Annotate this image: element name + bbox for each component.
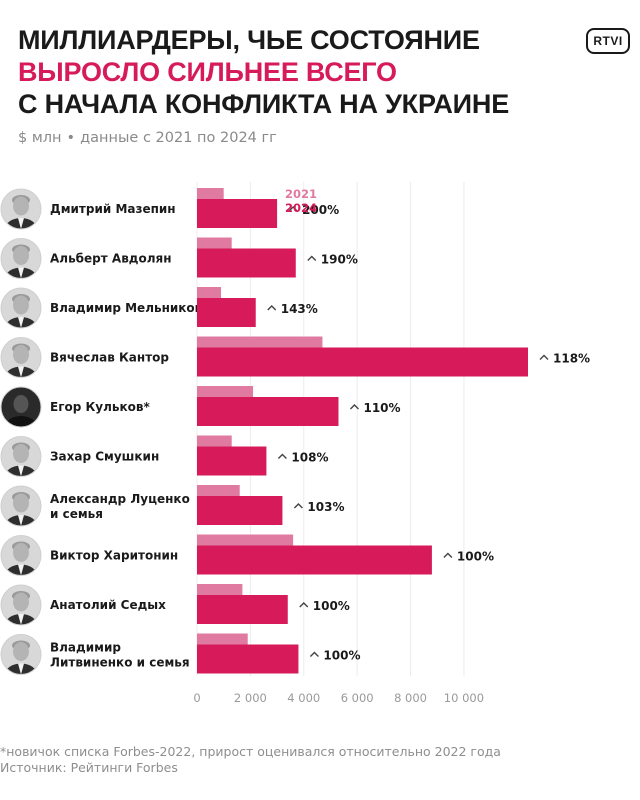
x-tick-label: 2 000 [234,691,267,705]
footnote-note: *новичок списка Forbes-2022, прирост оце… [0,744,501,759]
bar-2021 [197,485,240,496]
bar-2021 [197,386,254,397]
bar-2024 [197,298,256,327]
caret-up-icon [299,602,309,608]
bar-2024 [197,545,432,575]
caret-up-icon [293,503,303,509]
footnote-block: *новичок списка Forbes-2022, прирост оце… [0,744,501,776]
bar-2021 [197,534,294,546]
x-tick-label: 0 [193,691,200,705]
person-photo-icon [0,188,42,230]
person-photo-icon [0,584,42,626]
bar-2024 [197,446,267,476]
title-line-2: ВЫРОСЛО СИЛЬНЕЕ ВСЕГО [18,57,397,87]
caret-up-icon [443,552,453,558]
person-photo-icon [0,386,42,428]
growth-label: 100% [313,599,350,613]
bar-2021 [197,188,224,199]
bar-2024 [197,496,283,525]
period-label: данные с 2021 по 2024 гг [80,130,277,146]
person-name-label: Егор Кульков* [50,400,150,414]
separator-dot: • [66,130,76,146]
person-photo-icon [0,436,42,477]
bar-2024 [197,595,288,624]
title-line-3: С НАЧАЛА КОНФЛИКТА НА УКРАИНЕ [18,89,509,119]
growth-label: 118% [553,352,590,366]
person-name-label: Захар Смушкин [50,450,159,464]
bar-2021 [197,435,232,447]
person-photo-icon [0,535,42,576]
growth-label: 143% [281,302,318,316]
x-tick-label: 6 000 [341,691,374,705]
bar-2024 [197,644,299,674]
footnote-source: Источник: Рейтинги Forbes [0,760,178,775]
person-name-label: Анатолий Седых [50,598,166,612]
growth-label: 100% [323,649,360,663]
person-photo-icon [0,634,42,675]
caret-up-icon [277,453,287,459]
x-tick-label: 4 000 [287,691,320,705]
person-photo-icon [0,485,42,527]
person-photo-icon [0,337,42,378]
growth-label: 190% [321,253,358,267]
rtvi-logo: RTVI [586,28,630,54]
bar-2021 [197,287,222,298]
growth-label: 200% [302,203,339,217]
title-line-1: МИЛЛИАРДЕРЫ, ЧЬЕ СОСТОЯНИЕ [18,25,480,55]
bar-2021 [197,633,248,645]
bar-2021 [197,336,323,348]
caret-up-icon [539,354,549,360]
person-photo-icon [0,287,42,329]
x-tick-label: 10 000 [444,691,484,705]
chart-title: МИЛЛИАРДЕРЫ, ЧЬЕ СОСТОЯНИЕ ВЫРОСЛО СИЛЬН… [18,24,509,120]
person-name-label: Вячеслав Кантор [50,351,169,365]
caret-up-icon [349,404,359,410]
x-tick-label: 8 000 [394,691,427,705]
bar-2024 [197,248,296,278]
caret-up-icon [267,305,277,311]
person-name-label: Владимир Мельников [50,301,203,315]
chart-subtitle: $ млн • данные с 2021 по 2024 гг [18,130,277,146]
person-name-label: Дмитрий Мазепин [50,202,176,216]
bar-2021 [197,584,243,595]
caret-up-icon [288,206,298,212]
bar-2024 [197,347,528,377]
person-name-label: Александр Луценко и семья [50,492,190,521]
bar-2024 [197,199,278,228]
legend-2021: 2021 [285,187,317,201]
legend-2024: 2024 [285,201,317,215]
bar-2021 [197,237,232,249]
person-name-label: Владимир Литвиненко и семья [50,641,190,670]
unit-label: $ млн [18,130,62,146]
growth-label: 110% [363,401,400,415]
person-name-label: Виктор Харитонин [50,549,178,563]
growth-label: 108% [291,451,328,465]
person-name-label: Альберт Авдолян [50,252,172,266]
caret-up-icon [307,255,317,261]
bar-2024 [197,397,339,426]
caret-up-icon [309,651,319,657]
growth-label: 100% [457,550,494,564]
person-photo-icon [0,238,42,279]
growth-label: 103% [307,500,344,514]
